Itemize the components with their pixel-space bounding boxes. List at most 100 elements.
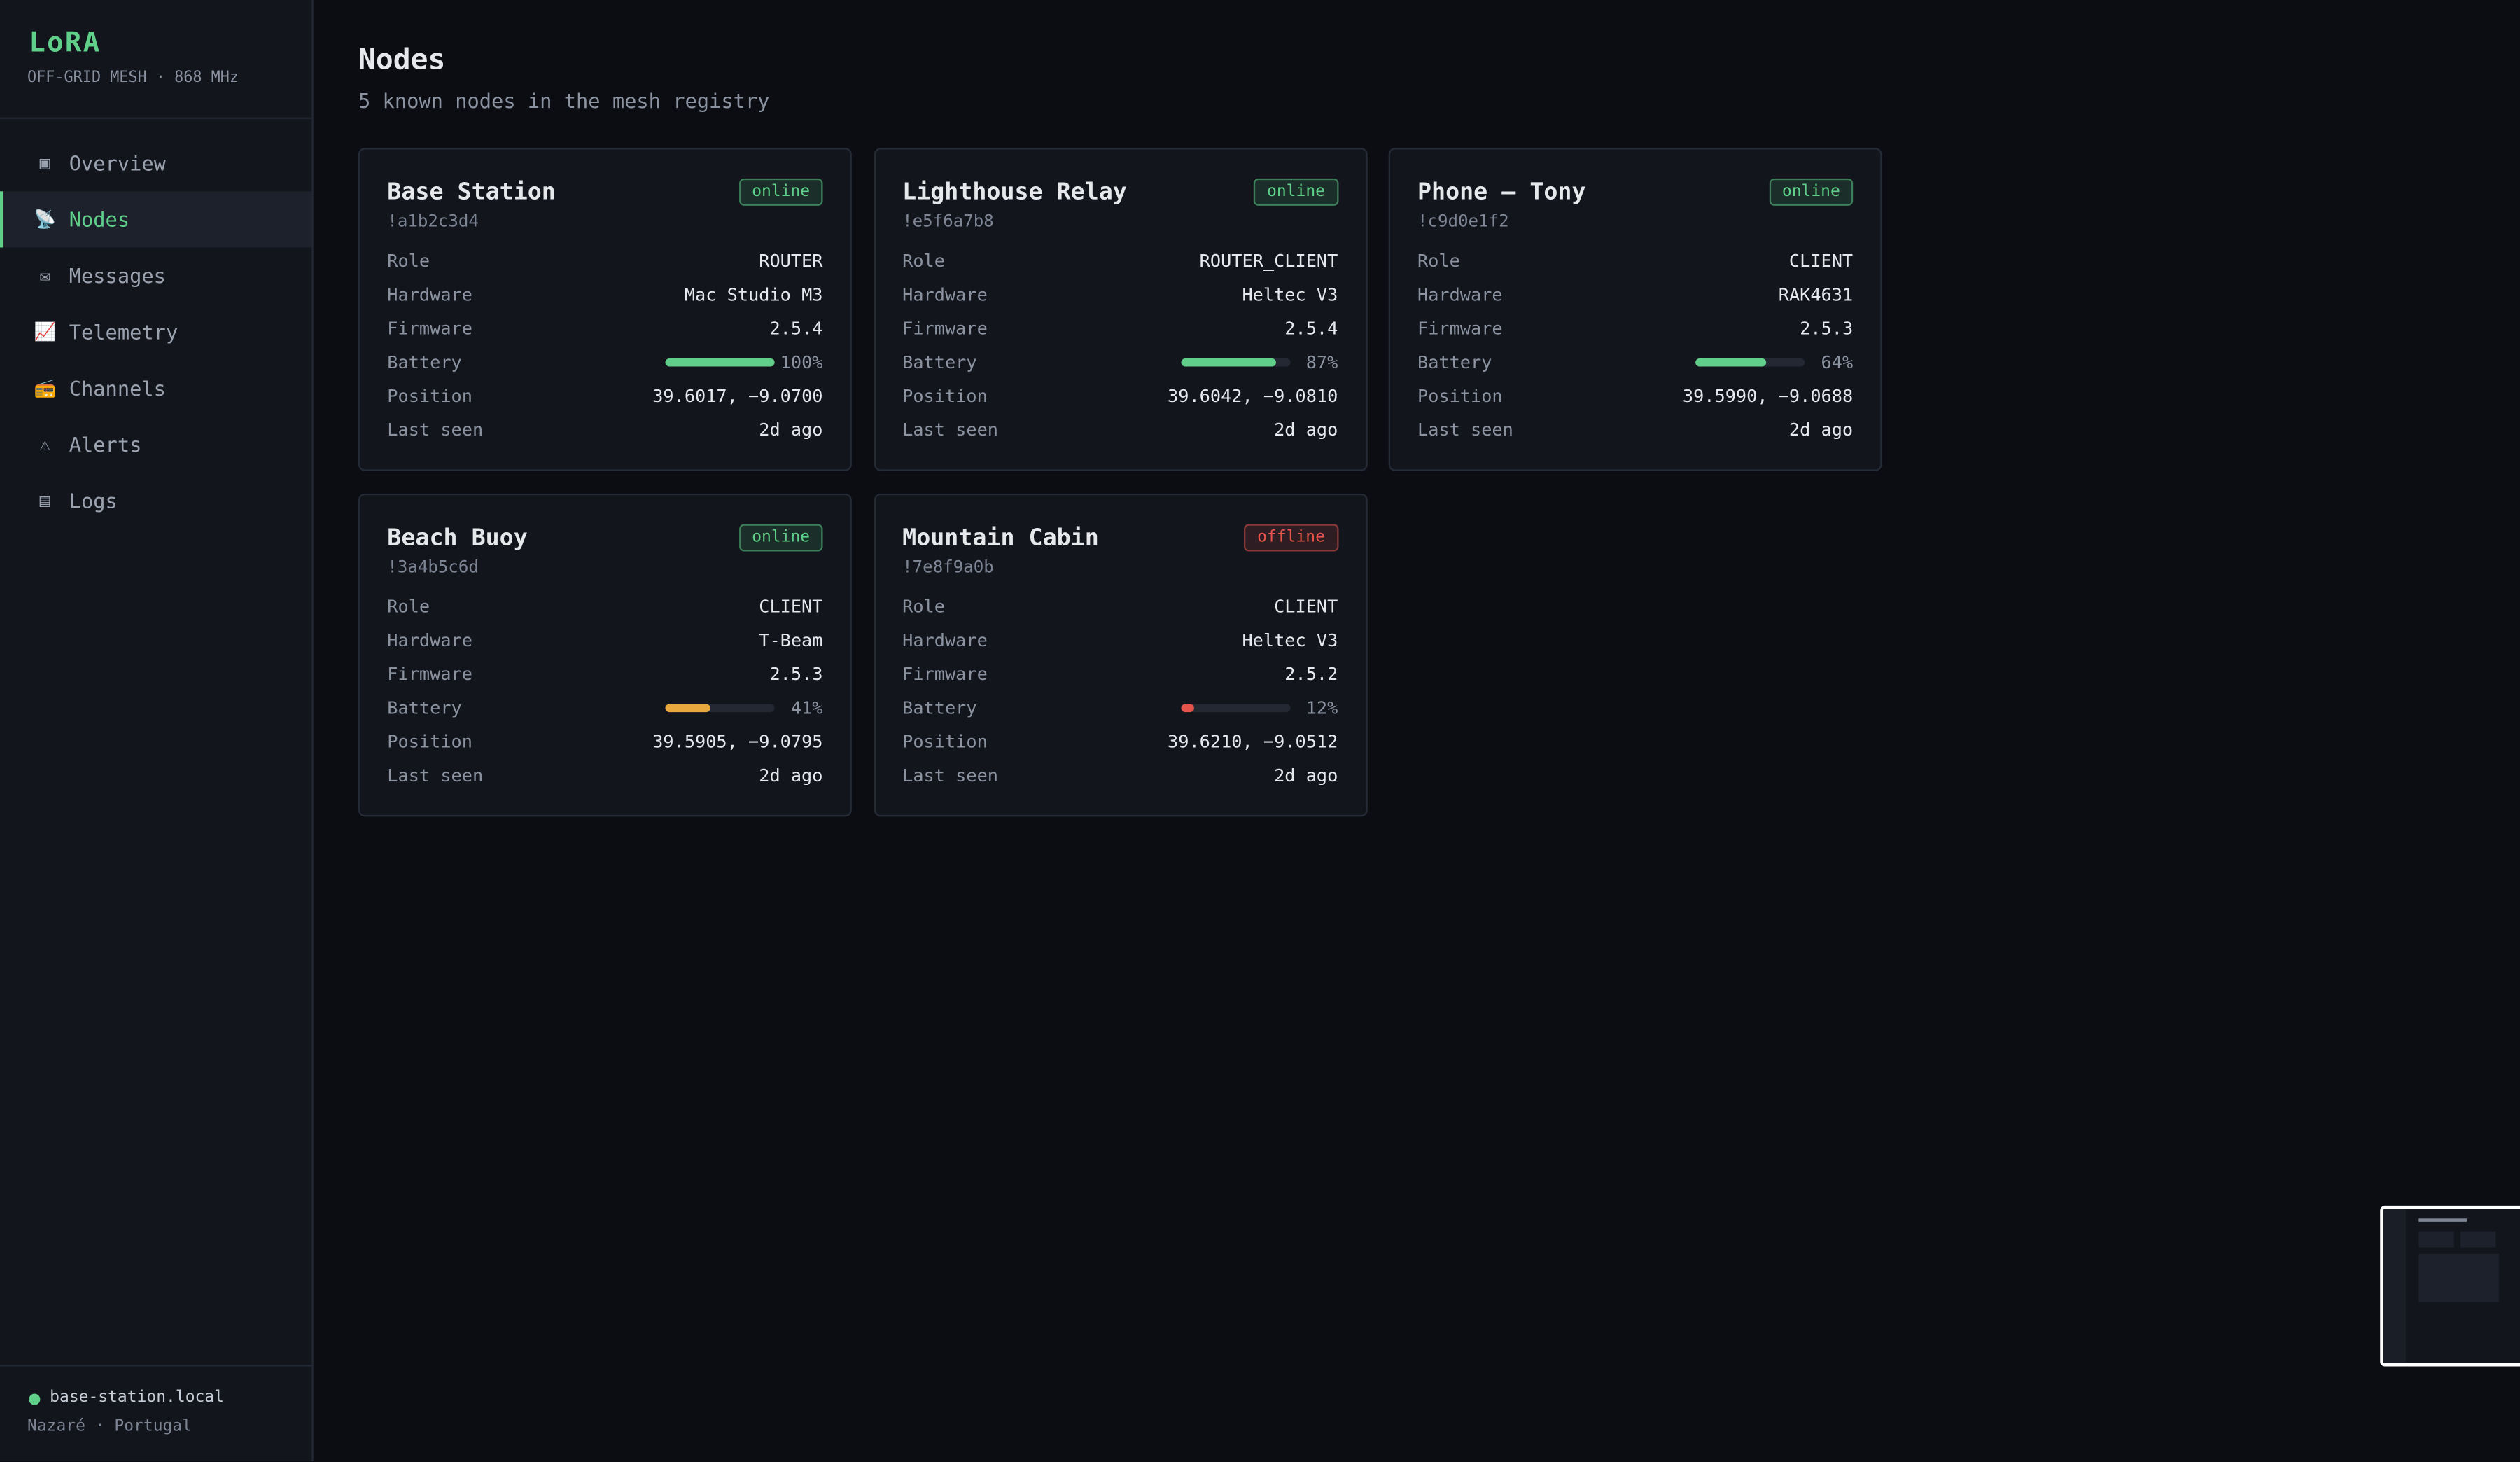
field-row: Last seen 2d ago — [387, 419, 822, 442]
node-name: Mountain Cabin — [902, 524, 1099, 551]
nav-label: Nodes — [69, 207, 130, 232]
thumb-line — [2418, 1218, 2468, 1222]
nav-icon: 📈 — [34, 321, 56, 343]
nav-label: Messages — [69, 263, 166, 288]
nav-icon: ▣ — [39, 153, 50, 174]
nav-item[interactable]: 📡 Nodes — [0, 191, 312, 248]
nav-item[interactable]: ✉ Messages — [0, 248, 312, 304]
page-subtitle: 5 known nodes in the mesh registry — [358, 88, 770, 113]
divider — [0, 1365, 312, 1367]
host: base-station.local — [50, 1388, 224, 1407]
field-row: Position 39.5905, −9.0795 — [387, 730, 822, 753]
node-id: !a1b2c3d4 — [387, 212, 479, 232]
node-card: Phone – Tony !c9d0e1f2 online Role CLIENT Har… — [1388, 148, 1882, 471]
sidebar: LoRA OFF-GRID MESH · 868 MHz ▣ Overview 📡 N… — [0, 0, 314, 1461]
field-label: Battery — [902, 697, 977, 718]
battery-label: 41% — [790, 697, 823, 718]
field-label: Role — [902, 595, 945, 617]
node-name: Base Station — [387, 180, 556, 206]
field-label: Last seen — [1417, 419, 1513, 441]
nav-item[interactable]: 📻 Channels — [0, 360, 312, 416]
field-value: RAK4631 — [1778, 284, 1854, 306]
location: Nazaré · Portugal — [27, 1417, 192, 1436]
field-row: Last seen 2d ago — [902, 765, 1338, 787]
status-badge: online — [738, 178, 823, 206]
node-name: Phone – Tony — [1417, 180, 1586, 206]
field-row: Firmware 2.5.3 — [1418, 319, 1853, 341]
field-label: Hardware — [387, 284, 472, 306]
nav-icon: ⚠ — [39, 433, 50, 455]
field-row: Battery 64% — [1418, 352, 1853, 375]
node-id: !c9d0e1f2 — [1417, 212, 1509, 232]
field-value: CLIENT — [759, 595, 823, 617]
status-dot — [29, 1393, 41, 1405]
nav-item[interactable]: 📈 Telemetry — [0, 304, 312, 360]
battery-label: 100% — [780, 351, 823, 373]
nav-item[interactable]: ⚠ Alerts — [0, 417, 312, 473]
field-value: 39.6017, −9.0700 — [652, 386, 823, 407]
nav-icon: ▤ — [39, 490, 50, 512]
node-card: Base Station !a1b2c3d4 online Role ROUTER Har… — [358, 148, 852, 471]
node-card: Beach Buoy !3a4b5c6d online Role CLIENT Hardw… — [358, 492, 852, 816]
field-value: 2d ago — [1274, 764, 1338, 786]
field-row: Position 39.6210, −9.0512 — [902, 730, 1338, 753]
field-label: Position — [1417, 386, 1503, 407]
field-value: 39.6210, −9.0512 — [1168, 730, 1338, 752]
battery-track — [665, 358, 775, 367]
field-label: Battery — [387, 351, 462, 373]
field-row: Last seen 2d ago — [902, 419, 1338, 442]
status-badge: offline — [1244, 523, 1338, 551]
field-row: Firmware 2.5.3 — [387, 663, 822, 685]
node-card: Mountain Cabin !7e8f9a0b offline Role CLIENT… — [873, 492, 1367, 816]
field-label: Battery — [387, 697, 462, 718]
thumb-sidebar — [2383, 1209, 2406, 1363]
nav-label: Alerts — [69, 432, 142, 457]
battery-track — [1695, 358, 1805, 367]
field-value: 2d ago — [1274, 419, 1338, 441]
nav-item[interactable]: ▣ Overview — [0, 135, 312, 191]
node-id: !e5f6a7b8 — [902, 212, 994, 232]
nav-item[interactable]: ▤ Logs — [0, 473, 312, 529]
field-row: Hardware Heltec V3 — [902, 284, 1338, 307]
field-value: ROUTER_CLIENT — [1199, 251, 1338, 272]
battery-label: 87% — [1306, 351, 1338, 373]
field-value: 2.5.3 — [769, 663, 823, 684]
field-value: T-Beam — [759, 629, 823, 650]
field-row: Position 39.6017, −9.0700 — [387, 386, 822, 408]
field-label: Position — [902, 386, 988, 407]
field-row: Battery 12% — [902, 697, 1338, 719]
field-row: Battery 41% — [387, 697, 822, 719]
field-label: Last seen — [902, 419, 999, 441]
field-row: Hardware Heltec V3 — [902, 629, 1338, 652]
field-label: Battery — [902, 351, 977, 373]
field-label: Role — [387, 251, 430, 272]
field-label: Hardware — [387, 629, 472, 650]
field-label: Hardware — [902, 629, 988, 650]
field-label: Last seen — [387, 419, 484, 441]
field-label: Firmware — [387, 663, 472, 684]
status-badge: online — [1254, 178, 1338, 206]
field-label: Hardware — [902, 284, 988, 306]
field-label: Role — [902, 251, 945, 272]
thumb-panel — [2418, 1253, 2500, 1302]
field-label: Hardware — [1417, 284, 1503, 306]
battery-bar — [665, 703, 710, 711]
field-label: Position — [387, 730, 472, 752]
page-title: Nodes — [358, 43, 446, 78]
field-label: Firmware — [902, 663, 988, 684]
nav-label: Channels — [69, 376, 166, 401]
field-value: 39.5905, −9.0795 — [652, 730, 823, 752]
field-row: Firmware 2.5.4 — [387, 319, 822, 341]
field-value: 2d ago — [1788, 419, 1854, 441]
field-value: 2.5.4 — [769, 318, 823, 340]
field-row: Firmware 2.5.4 — [902, 319, 1338, 341]
field-row: Role CLIENT — [1418, 251, 1853, 273]
node-name: Beach Buoy — [387, 524, 528, 551]
field-row: Last seen 2d ago — [1418, 419, 1853, 442]
field-row: Role CLIENT — [387, 596, 822, 618]
node-card: Lighthouse Relay !e5f6a7b8 online Role ROUTE… — [873, 148, 1367, 471]
field-row: Firmware 2.5.2 — [902, 663, 1338, 685]
screenshot-thumbnail[interactable] — [2380, 1205, 2520, 1367]
